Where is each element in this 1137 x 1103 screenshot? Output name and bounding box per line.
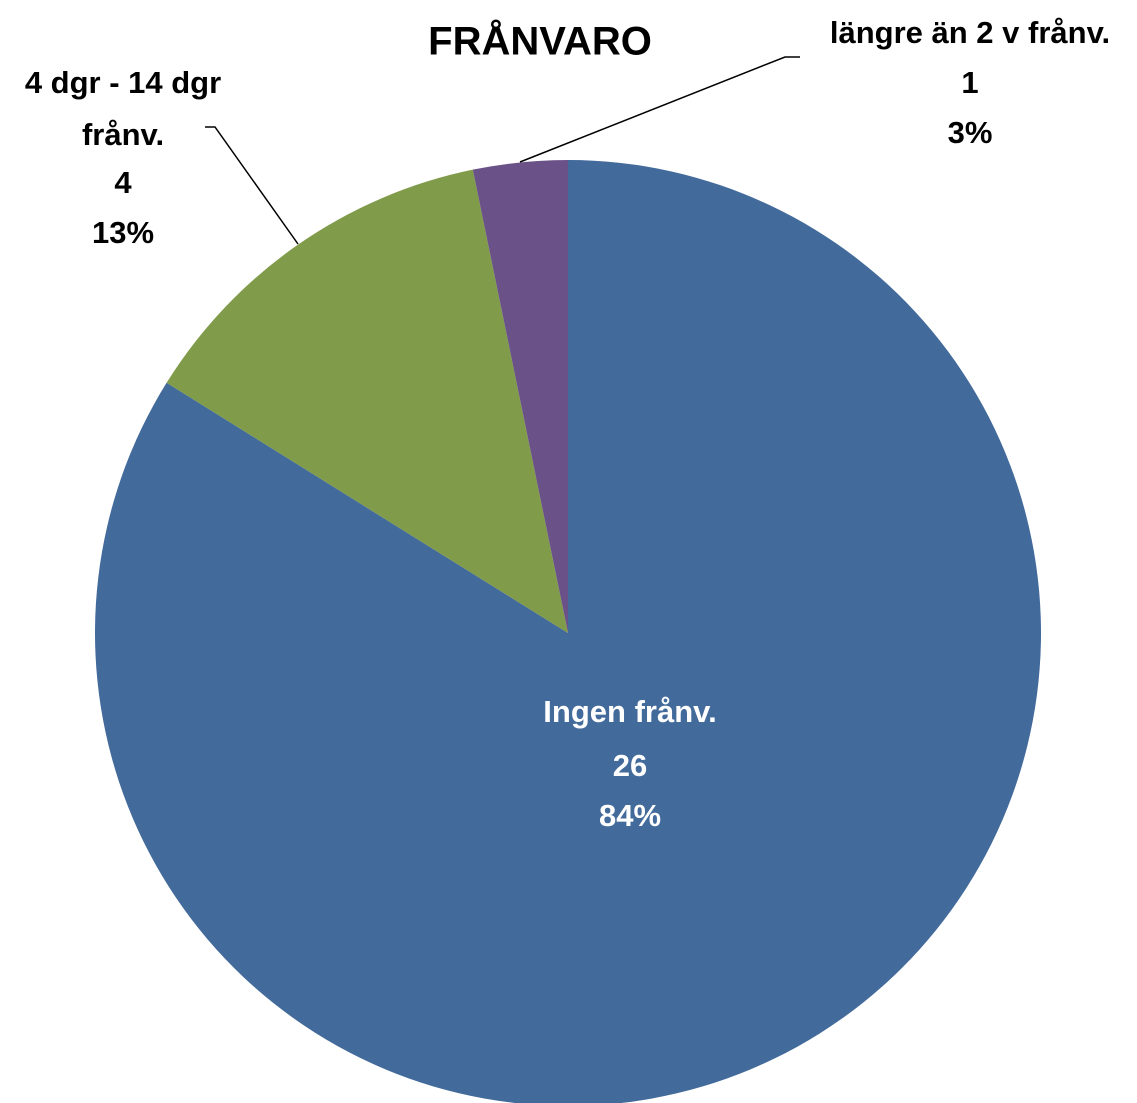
category-label: längre än 2 v frånv. xyxy=(830,15,1110,50)
leader-line xyxy=(205,126,299,245)
leader-line xyxy=(519,56,800,163)
value-label: 4 xyxy=(114,165,132,200)
pie-slice xyxy=(95,160,1041,1103)
chart-title: FRÅNVARO xyxy=(428,19,652,64)
category-label-line: 4 dgr - 14 dgr xyxy=(25,65,221,100)
percent-label: 3% xyxy=(948,115,993,150)
category-label-line: frånv. xyxy=(82,117,164,152)
pie-slice xyxy=(166,169,569,633)
pie-slice xyxy=(472,160,568,633)
percent-label: 84% xyxy=(599,798,661,833)
percent-label: 13% xyxy=(92,215,154,250)
category-label: Ingen frånv. xyxy=(543,694,716,729)
category-label: 4 dgr - 14 dgr frånv. xyxy=(25,65,221,152)
value-label: 1 xyxy=(961,65,978,100)
value-label: 26 xyxy=(613,748,647,783)
